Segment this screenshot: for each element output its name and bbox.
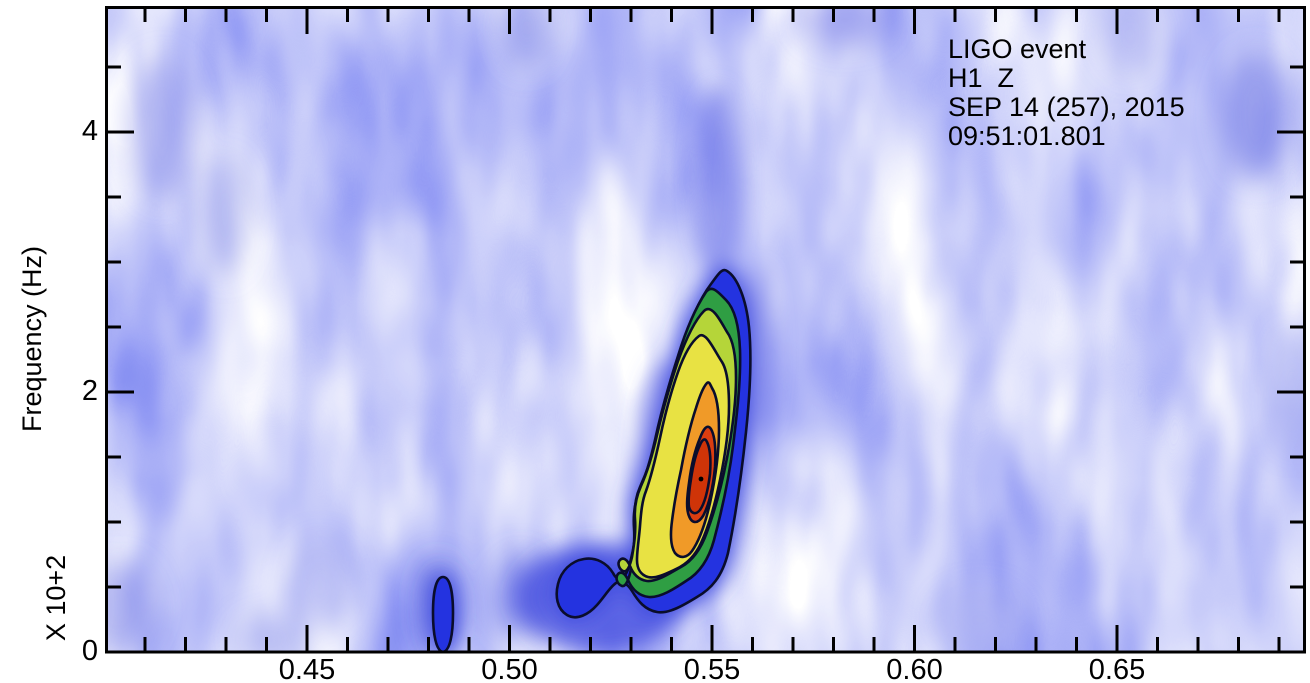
x-tick-label: 0.60 (886, 654, 943, 683)
chirp-contours (431, 268, 752, 652)
x-tick-label: 0.55 (683, 654, 741, 683)
axis-ticks (106, 7, 1305, 652)
axis-frame (105, 6, 1306, 654)
y-tick-label: 0 (81, 635, 98, 667)
contour-level-7 (687, 438, 712, 515)
y-tick-label: 4 (81, 115, 98, 147)
x-tick-label: 0.45 (278, 654, 336, 683)
plot-area (106, 7, 1305, 652)
y-tick-label: 2 (81, 375, 98, 407)
annotation-line-time: 09:51:01.801 (948, 121, 1106, 151)
event-annotation: LIGO event H1 Z SEP 14 (257), 2015 09:51… (948, 35, 1185, 151)
x-tick-label: 0.65 (1088, 654, 1146, 683)
y-axis-label: Frequency (Hz) (17, 245, 47, 433)
background-blobs (106, 7, 1305, 652)
x-tick-label: 0.50 (481, 654, 538, 683)
peak-dot (698, 476, 704, 482)
annotation-line-date: SEP 14 (257), 2015 (948, 92, 1185, 122)
annotation-line-title: LIGO event (948, 34, 1087, 64)
annotation-line-detector: H1 Z (948, 63, 1015, 93)
contour-teardrop (431, 575, 455, 652)
